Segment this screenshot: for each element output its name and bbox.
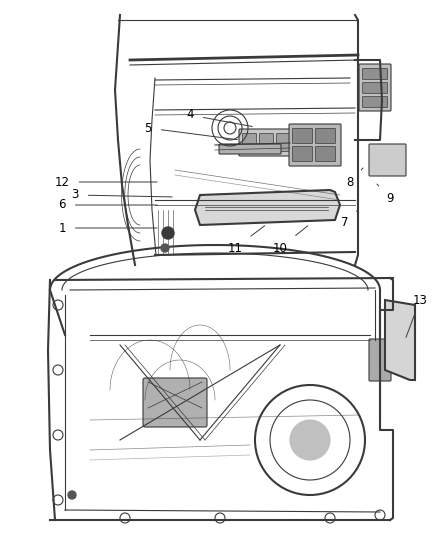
FancyBboxPatch shape bbox=[243, 133, 257, 151]
Polygon shape bbox=[385, 300, 415, 380]
Text: 8: 8 bbox=[346, 168, 363, 189]
FancyBboxPatch shape bbox=[363, 83, 388, 93]
FancyBboxPatch shape bbox=[369, 339, 391, 381]
Text: 11: 11 bbox=[227, 225, 265, 254]
Text: 12: 12 bbox=[54, 175, 157, 189]
FancyBboxPatch shape bbox=[143, 378, 207, 427]
Text: 10: 10 bbox=[272, 226, 308, 254]
Text: 4: 4 bbox=[186, 109, 252, 126]
FancyBboxPatch shape bbox=[359, 64, 391, 111]
FancyBboxPatch shape bbox=[259, 133, 273, 151]
Circle shape bbox=[290, 420, 330, 460]
FancyBboxPatch shape bbox=[289, 124, 341, 166]
Text: 1: 1 bbox=[58, 222, 157, 235]
FancyBboxPatch shape bbox=[276, 133, 290, 151]
FancyBboxPatch shape bbox=[363, 96, 388, 108]
Text: 5: 5 bbox=[144, 122, 237, 140]
Circle shape bbox=[68, 491, 76, 499]
FancyBboxPatch shape bbox=[369, 144, 406, 176]
FancyBboxPatch shape bbox=[239, 129, 316, 156]
Text: 9: 9 bbox=[377, 184, 394, 205]
Polygon shape bbox=[195, 190, 340, 225]
Text: 13: 13 bbox=[406, 294, 427, 337]
FancyBboxPatch shape bbox=[219, 144, 281, 154]
FancyBboxPatch shape bbox=[293, 147, 312, 161]
Text: 3: 3 bbox=[71, 189, 172, 201]
FancyBboxPatch shape bbox=[315, 147, 336, 161]
Circle shape bbox=[162, 227, 174, 239]
FancyBboxPatch shape bbox=[293, 133, 307, 151]
Text: 6: 6 bbox=[58, 198, 157, 212]
FancyBboxPatch shape bbox=[315, 128, 336, 143]
FancyBboxPatch shape bbox=[293, 128, 312, 143]
Text: 7: 7 bbox=[341, 210, 358, 229]
Circle shape bbox=[161, 244, 169, 252]
FancyBboxPatch shape bbox=[363, 69, 388, 79]
